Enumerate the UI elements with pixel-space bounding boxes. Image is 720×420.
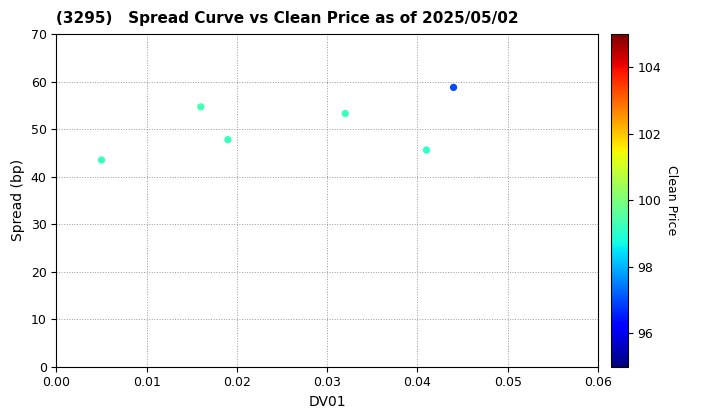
Point: [448, 84, 459, 91]
Point: [420, 147, 432, 153]
Point: [96, 157, 107, 163]
Text: (3295)   Spread Curve vs Clean Price as of 2025/05/02: (3295) Spread Curve vs Clean Price as of…: [56, 11, 519, 26]
X-axis label: DV01: DV01: [308, 395, 346, 409]
Point: [195, 103, 207, 110]
Y-axis label: Clean Price: Clean Price: [665, 165, 678, 236]
Point: [222, 136, 234, 143]
Y-axis label: Spread (bp): Spread (bp): [11, 159, 25, 242]
Point: [339, 110, 351, 117]
